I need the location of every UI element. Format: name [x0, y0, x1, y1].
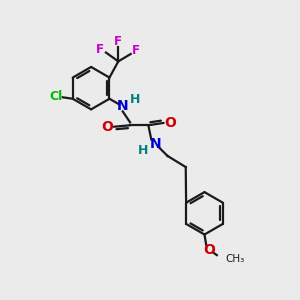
Text: Cl: Cl [49, 90, 63, 103]
Text: H: H [130, 93, 140, 106]
Text: F: F [96, 43, 104, 56]
Text: F: F [132, 44, 140, 57]
Text: O: O [164, 116, 176, 130]
Text: CH₃: CH₃ [225, 254, 244, 264]
Text: H: H [138, 143, 148, 157]
Text: N: N [117, 99, 128, 113]
Text: N: N [150, 136, 161, 151]
Text: O: O [203, 242, 215, 256]
Text: O: O [101, 120, 113, 134]
Text: F: F [114, 35, 122, 48]
